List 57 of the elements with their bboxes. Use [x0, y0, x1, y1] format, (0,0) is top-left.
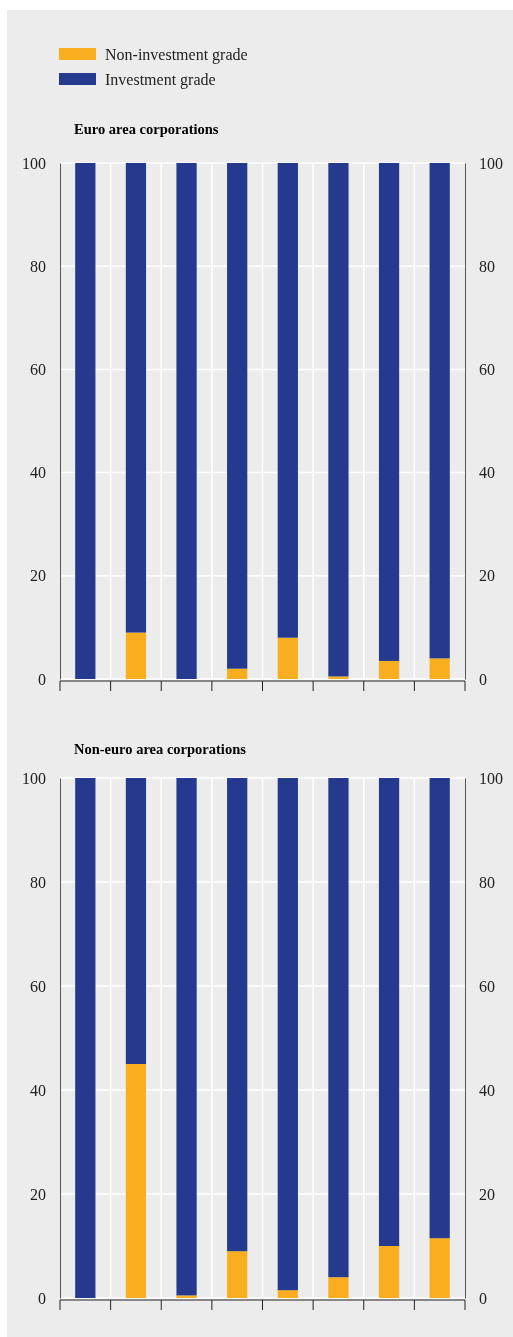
y-tick-label: 100 [22, 154, 46, 172]
y-tick-label: 100 [22, 769, 46, 787]
bar [227, 778, 248, 1252]
y2-tick-label: 0 [479, 670, 487, 688]
legend-label: Investment grade [105, 71, 216, 89]
y-tick-label: 0 [38, 670, 46, 688]
bar [125, 632, 147, 679]
y2-tick-label: 20 [479, 1185, 495, 1203]
bar [277, 778, 298, 1291]
y2-tick-label: 80 [479, 257, 495, 275]
bar [227, 1251, 248, 1298]
bar [378, 1246, 400, 1298]
bar [227, 668, 248, 679]
y-tick-label: 0 [38, 1289, 46, 1307]
bar [277, 1290, 298, 1298]
bar [328, 1277, 349, 1298]
y-tick-label: 40 [30, 1081, 46, 1099]
bar [429, 1238, 450, 1298]
bar [378, 778, 400, 1246]
bar [227, 163, 248, 669]
y-tick-label: 60 [30, 361, 46, 379]
bar [429, 163, 450, 659]
bar [378, 163, 400, 661]
y2-tick-label: 0 [479, 1289, 487, 1307]
bar [277, 637, 298, 679]
chart-title: Non-euro area corporations [74, 741, 247, 757]
bar [75, 163, 96, 679]
y2-tick-label: 80 [479, 873, 495, 891]
bar [176, 163, 197, 679]
bar [429, 778, 450, 1239]
bar [176, 778, 197, 1296]
bar [328, 676, 349, 679]
y2-tick-label: 40 [479, 1081, 495, 1099]
y-tick-label: 60 [30, 977, 46, 995]
y2-tick-label: 40 [479, 464, 495, 482]
bar [328, 163, 349, 677]
y2-tick-label: 60 [479, 977, 495, 995]
y-tick-label: 80 [30, 257, 46, 275]
y-tick-label: 80 [30, 873, 46, 891]
bar [429, 658, 450, 679]
bar [328, 778, 349, 1278]
bar [125, 163, 147, 633]
y-tick-label: 20 [30, 567, 46, 585]
bar [125, 1064, 147, 1298]
bar [125, 778, 147, 1064]
legend-label: Non-investment grade [105, 46, 248, 64]
y2-tick-label: 100 [479, 769, 503, 787]
y2-tick-label: 20 [479, 567, 495, 585]
bar [277, 163, 298, 638]
y-tick-label: 40 [30, 464, 46, 482]
bar [378, 660, 400, 679]
y-tick-label: 20 [30, 1185, 46, 1203]
bar [75, 778, 96, 1298]
chart-title: Euro area corporations [74, 121, 219, 137]
y2-tick-label: 100 [479, 154, 503, 172]
bar [176, 1295, 197, 1298]
y2-tick-label: 60 [479, 361, 495, 379]
